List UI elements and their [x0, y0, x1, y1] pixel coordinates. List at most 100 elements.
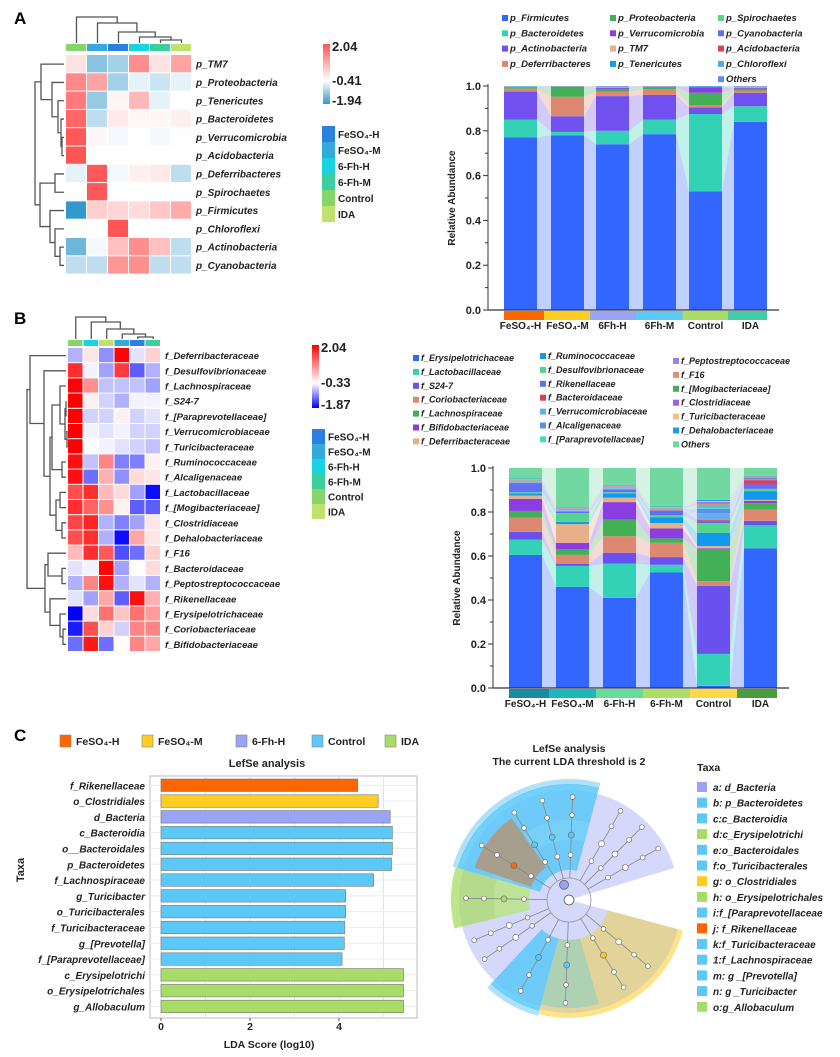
bar-segment-p-verrucomicrobia — [689, 87, 722, 93]
flow-band-p-bacteroidetes — [537, 119, 551, 138]
dendrogram-branch — [49, 436, 56, 516]
flow-band-p-tm7 — [629, 86, 643, 88]
heatmap-cell — [99, 591, 114, 606]
heatmap-cell — [171, 91, 191, 109]
heatmap-cell — [145, 348, 160, 363]
x-tick-label: FeSO₄-H — [505, 699, 546, 710]
flow-band-f-dehalobacteriaceae — [730, 474, 744, 501]
flow-band-f-erysipelotrichaceae — [589, 586, 603, 688]
heatmap-b: f_Deferribacteraceae f_Desulfovibrionacea… — [26, 316, 371, 651]
bar-segment-f-coriobacteriaceae — [744, 509, 777, 521]
heatmap-cell — [145, 454, 160, 469]
flow-band-p-spirochaetes — [722, 86, 734, 87]
bar-segment-f-deferribacteraceae — [697, 546, 730, 549]
flow-band-f-f16 — [730, 476, 744, 506]
heatmap-cell — [83, 363, 98, 378]
bar-segment-others — [556, 468, 589, 508]
group-legend-label: 6-Fh-H — [252, 736, 285, 748]
heatmap-cell — [68, 469, 83, 484]
bar-segment-f-desulfovibrionaceae — [697, 523, 730, 533]
heatmap-cell — [108, 55, 128, 73]
heatmap-cell — [108, 219, 128, 237]
taxon-label: f_Lachnospiraceae — [54, 876, 145, 887]
heatmap-cell — [108, 91, 128, 109]
cladogram-legend-label: i:f_[Paraprevotellaceae — [713, 909, 823, 920]
cladogram-legend-title: Taxa — [697, 762, 720, 774]
bar-segment-p-actinobacteria — [551, 116, 584, 132]
heatmap-cell — [130, 363, 145, 378]
group-legend-label: 6-Fh-H — [338, 162, 370, 173]
heatmap-cell — [114, 378, 129, 393]
flow-band-p-tm7 — [584, 86, 596, 88]
heatmap-cell — [130, 606, 145, 621]
flow-band-p-tm7 — [676, 86, 689, 88]
bar-segment-f-bifidobacteriaceae — [509, 498, 542, 511]
legend-swatch — [413, 382, 419, 389]
row-label: p_Chloroflexi — [195, 224, 260, 235]
cladogram-node — [645, 963, 651, 969]
color-scale-label: -0.33 — [321, 375, 351, 390]
heatmap-cell — [68, 500, 83, 515]
bar-segment-others — [650, 468, 683, 507]
flow-band-p-deferribacteres — [537, 88, 551, 117]
flow-band-p-bacteroidetes — [676, 114, 689, 192]
flow-band-p-deferribacteres — [629, 89, 643, 97]
heatmap-cell — [114, 484, 129, 499]
group-strip-feso-h — [509, 689, 549, 698]
taxon-label: f_[Paraprevotellaceae] — [38, 955, 145, 966]
flow-band-f-turicibacteraceae — [636, 486, 650, 508]
group-legend-swatch — [59, 734, 72, 748]
lda-bar-chart: FeSO₄-H FeSO₄-M 6-Fh-H Control IDA LefSe anal… — [15, 734, 420, 1051]
flow-band-p-actinobacteria — [537, 91, 551, 132]
legend-label: f_Ruminococcaceae — [548, 351, 635, 361]
heatmap-cell — [99, 530, 114, 545]
bar-segment-others — [509, 468, 542, 479]
flow-band-p-verrucomicrobia — [676, 86, 689, 93]
flow-band-p-spirochaetes — [584, 86, 596, 87]
heatmap-cell — [68, 408, 83, 423]
flow-band-p-cyanobacteria — [584, 86, 596, 87]
flow-band-p-actinobacteria — [676, 94, 689, 120]
heatmap-cell — [87, 91, 107, 109]
x-tick-label: 4 — [336, 1021, 342, 1033]
dendrogram-branch — [61, 522, 66, 539]
flow-band-f-clostridiaceae — [542, 479, 556, 509]
flow-band-f-lactobacillaceae — [542, 539, 556, 587]
x-tick-label: FeSO₄-M — [546, 321, 589, 332]
legend-label: f_Clostridiaceae — [681, 398, 751, 408]
heatmap-cell — [171, 164, 191, 183]
flow-band-f-deferribacteraceae — [589, 497, 603, 543]
cladogram-node — [544, 815, 550, 821]
bar-segment-f-ruminococcaceae — [744, 491, 777, 500]
heatmap-cell — [114, 545, 129, 560]
heatmap-cell — [99, 560, 114, 575]
bar-segment-others — [603, 468, 636, 486]
group-legend-label: IDA — [401, 736, 420, 748]
cladogram-node — [511, 809, 518, 816]
row-label: p_Cyanobacteria — [195, 261, 277, 272]
flow-band-f-mogibacteriaceae — [683, 503, 697, 509]
bar-segment-f-dehalobacteriaceae — [697, 499, 730, 501]
legend-label: f_Rikenellaceae — [548, 379, 616, 389]
group-legend-label: 6-Fh-M — [328, 478, 361, 489]
heatmap-cell — [130, 621, 145, 636]
bar-segment-f-bifidobacteriaceae — [697, 548, 730, 550]
lda-bar — [160, 999, 404, 1014]
x-axis-label: LDA Score (log10) — [224, 1039, 315, 1051]
cladogram-root-node — [563, 894, 575, 906]
x-tick-label: IDA — [752, 699, 769, 710]
flow-band-f-alcaligenaceae — [542, 481, 556, 512]
group-legend-swatch — [322, 206, 335, 222]
heatmap-cell — [130, 591, 145, 606]
group-legend-swatch — [322, 126, 335, 142]
row-label: p_Tenericutes — [195, 96, 264, 107]
heatmap-cell — [150, 219, 170, 237]
heatmap-cell — [68, 439, 83, 454]
flow-band-f-clostridiaceae — [589, 486, 603, 509]
flow-band-f-erysipelotrichaceae — [730, 548, 744, 688]
cladogram-legend-swatch — [697, 891, 707, 902]
heatmap-cell — [83, 484, 98, 499]
heatmap-cell — [145, 545, 160, 560]
dendrogram-branch — [61, 567, 66, 585]
